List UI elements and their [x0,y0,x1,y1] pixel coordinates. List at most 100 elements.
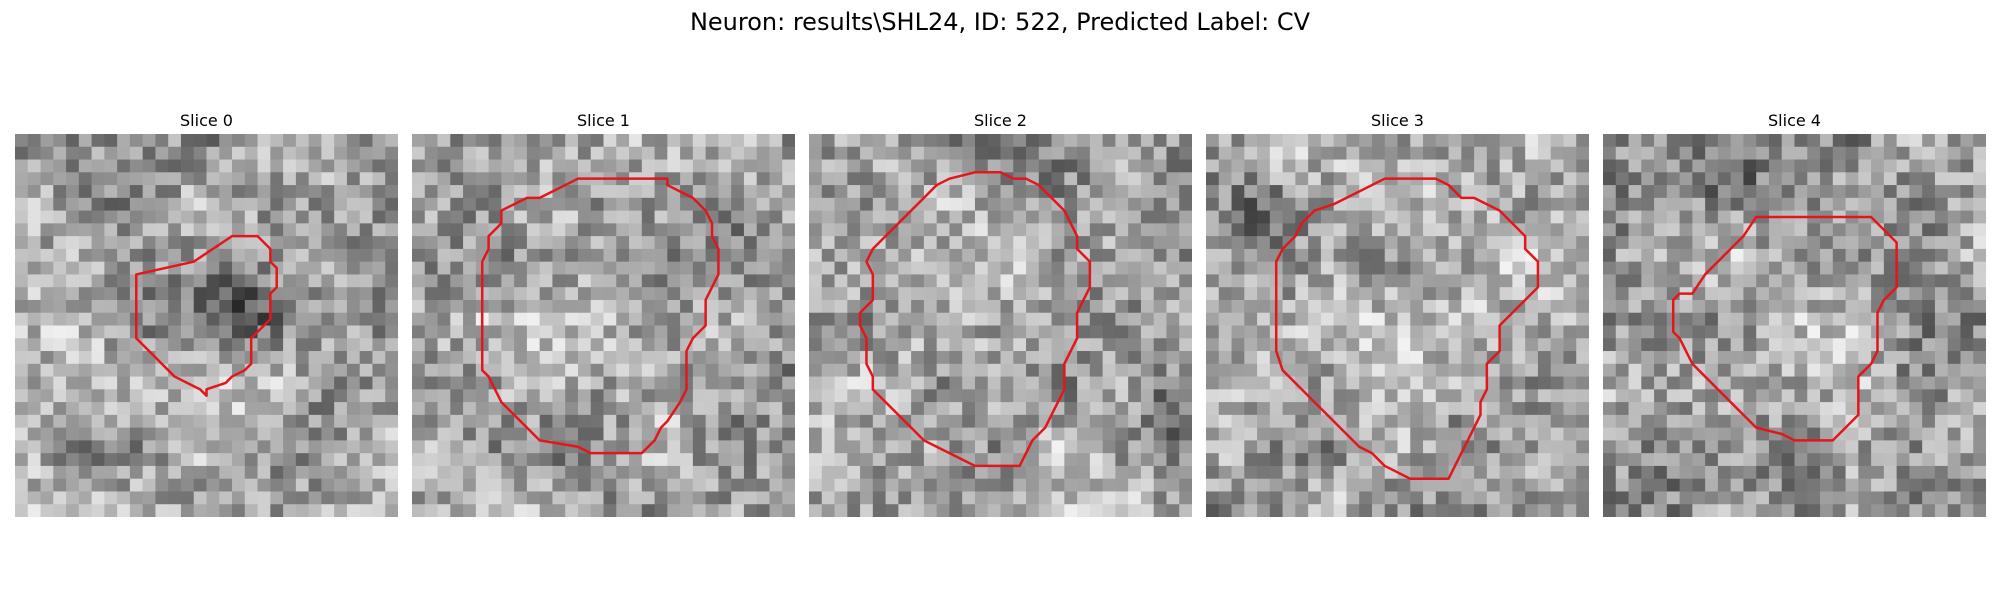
pixel [1244,159,1258,173]
pixel [1206,389,1220,403]
pixel [1628,414,1642,429]
pixel [809,465,823,480]
slice-title: Slice 0 [180,111,233,130]
pixel [1781,414,1796,429]
pixel [1960,402,1974,416]
pixel [731,376,745,390]
pixel [66,427,80,441]
pixel [1269,159,1284,173]
pixel [1692,210,1706,224]
pixel [1730,312,1744,327]
pixel [552,325,566,339]
pixel [66,325,80,339]
pixel [1922,402,1936,416]
pixel [1410,363,1424,378]
pixel [1397,134,1411,148]
pixel [590,363,605,378]
pixel [1615,274,1630,288]
pixel [1550,376,1564,390]
pixel [1128,236,1142,250]
pixel [1384,363,1399,378]
pixel [66,261,80,275]
pixel [1934,402,1949,416]
pixel [1179,504,1192,517]
pixel [782,427,795,441]
pixel [1397,223,1411,237]
pixel [1858,351,1872,365]
pixel [1820,299,1834,314]
pixel [1371,248,1386,263]
pixel [962,312,976,327]
pixel [1320,172,1335,186]
pixel [412,172,426,186]
pixel [308,338,322,352]
pixel [15,351,29,365]
pixel [15,172,29,186]
pixel [1102,465,1116,480]
pixel [53,389,67,403]
pixel [1461,351,1475,365]
pixel [1563,248,1577,263]
pixel [974,274,989,288]
pixel [769,159,783,173]
pixel [1486,185,1501,199]
pixel [1883,363,1898,378]
pixel [1384,146,1399,161]
pixel [1384,402,1399,416]
pixel [1153,363,1167,378]
pixel [1244,274,1258,288]
pixel [437,223,451,237]
pixel [1807,440,1821,454]
pixel [1371,261,1386,275]
pixel [321,440,335,454]
pixel [1576,465,1589,480]
pixel [372,389,386,403]
pixel [667,465,681,480]
pixel [577,312,592,327]
pixel [15,338,29,352]
pixel [1064,159,1078,173]
pixel [1140,134,1155,148]
pixel [898,185,912,199]
pixel [718,504,732,517]
pixel [463,134,477,148]
pixel [168,478,182,492]
pixel [91,504,105,517]
pixel [1410,478,1424,492]
pixel [1244,197,1258,212]
pixel [756,465,770,480]
pixel [1359,325,1373,339]
pixel [1679,453,1693,467]
pixel [1320,134,1335,148]
pixel [809,146,823,161]
pixel [616,338,630,352]
pixel [1576,427,1589,441]
pixel [1486,491,1501,505]
pixel [1960,146,1974,161]
pixel [743,402,758,416]
pixel [1346,274,1360,288]
pixel [1140,261,1155,275]
pixel [1115,363,1129,378]
pixel [1077,159,1091,173]
pixel [1820,389,1834,403]
pixel [27,172,42,186]
pixel [731,159,745,173]
pixel [1486,287,1501,301]
pixel [1000,363,1014,378]
pixel [705,338,719,352]
pixel [1654,312,1668,327]
pixel [1512,351,1526,365]
pixel [641,159,656,173]
pixel [1423,504,1437,517]
pixel [1140,465,1155,480]
pixel [731,338,745,352]
pixel [1563,453,1577,467]
pixel [514,478,528,492]
neuron-contour [860,172,1090,466]
pixel [1128,223,1142,237]
pixel [1410,312,1424,327]
pixel [270,146,284,161]
pixel [1397,159,1411,173]
pixel [641,338,656,352]
